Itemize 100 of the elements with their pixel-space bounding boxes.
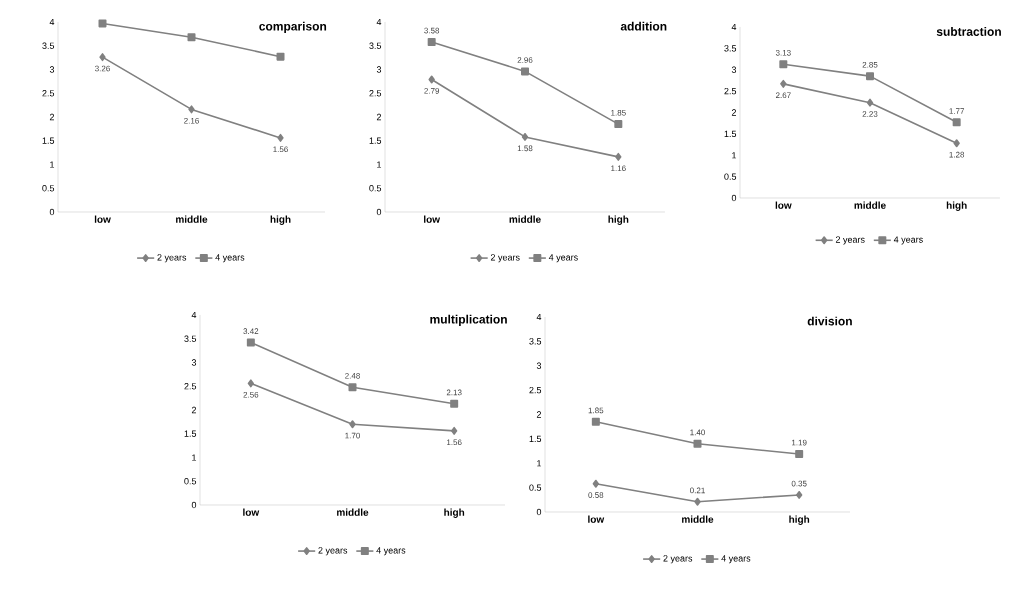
x-tick-label: high xyxy=(946,201,967,211)
y-tick-label: 2.5 xyxy=(529,386,542,394)
y-tick-label: 3.5 xyxy=(42,42,55,49)
data-label: 2.23 xyxy=(862,111,878,117)
legend-label: 4 years xyxy=(893,236,923,245)
point xyxy=(866,72,874,81)
y-tick-label: 0 xyxy=(191,501,197,509)
y-tick-label: 0.5 xyxy=(529,484,542,491)
legend-label: 4 years xyxy=(215,254,245,263)
x-tick-label: high xyxy=(789,515,810,525)
point xyxy=(795,490,803,499)
chart-title: addition xyxy=(620,21,667,31)
point xyxy=(615,152,622,161)
x-tick-label: middle xyxy=(337,508,369,516)
legend-label: 4 years xyxy=(376,547,406,556)
y-tick-label: 3 xyxy=(49,66,55,73)
point xyxy=(866,98,874,107)
point xyxy=(521,67,529,76)
y-tick-label: 0 xyxy=(49,208,55,216)
point xyxy=(591,417,600,426)
y-tick-label: 3 xyxy=(191,359,197,366)
point xyxy=(276,52,285,61)
y-tick-label: 1.5 xyxy=(529,435,542,443)
y-tick-label: 4 xyxy=(536,313,542,321)
data-label: 2.67 xyxy=(775,92,791,99)
data-label: 2.13 xyxy=(446,389,462,396)
point xyxy=(188,105,195,114)
y-tick-label: 4 xyxy=(191,311,197,319)
y-tick-label: 0 xyxy=(536,508,542,516)
y-tick-label: 2.5 xyxy=(724,87,737,95)
data-label: 1.77 xyxy=(949,108,965,114)
y-tick-label: 0.5 xyxy=(184,478,197,485)
data-label: 0.35 xyxy=(791,480,807,487)
point xyxy=(348,383,357,392)
y-tick-label: 2.5 xyxy=(369,90,382,97)
point xyxy=(953,139,960,148)
data-label: 2.56 xyxy=(243,391,259,398)
data-label: 2.79 xyxy=(424,88,440,94)
x-tick-label: high xyxy=(608,215,629,225)
data-label: 3.42 xyxy=(243,328,259,335)
data-label: 1.56 xyxy=(273,146,288,153)
point xyxy=(247,379,255,388)
y-tick-label: 4 xyxy=(376,18,382,26)
data-label: 2.96 xyxy=(517,57,533,63)
x-tick-label: middle xyxy=(854,201,886,209)
legend-label: 2 years xyxy=(663,555,693,564)
data-label: 3.58 xyxy=(424,27,440,34)
y-tick-label: 3.5 xyxy=(184,335,197,342)
y-tick-label: 1.5 xyxy=(42,137,55,144)
data-label: 2.85 xyxy=(862,61,878,68)
y-tick-label: 1.5 xyxy=(724,130,737,138)
y-tick-label: 4 xyxy=(49,18,55,26)
legend-label: 4 years xyxy=(721,555,751,564)
data-label: 1.85 xyxy=(611,109,626,116)
y-tick-label: 3 xyxy=(731,66,737,73)
point xyxy=(795,449,804,458)
y-tick-label: 2.5 xyxy=(42,90,55,97)
x-tick-label: high xyxy=(444,508,465,518)
y-tick-label: 3.5 xyxy=(529,338,542,345)
y-tick-label: 2 xyxy=(536,411,542,418)
point xyxy=(98,19,107,28)
y-tick-label: 2 xyxy=(191,406,197,414)
y-tick-label: 1 xyxy=(377,161,382,168)
point xyxy=(780,79,787,88)
legend-label: 4 years xyxy=(548,254,578,263)
y-tick-label: 0.5 xyxy=(42,185,55,192)
point xyxy=(779,60,788,69)
x-tick-label: low xyxy=(243,508,260,516)
point xyxy=(693,439,702,448)
y-tick-label: 3 xyxy=(536,362,542,369)
point xyxy=(592,479,600,488)
y-tick-label: 0.5 xyxy=(369,185,382,192)
y-tick-label: 2 xyxy=(49,113,55,121)
y-tick-label: 0 xyxy=(376,208,382,216)
y-tick-label: 2 xyxy=(376,113,382,121)
y-tick-label: 1 xyxy=(732,152,737,159)
chart-title: comparison xyxy=(259,21,327,33)
point xyxy=(427,37,436,46)
legend-label: 2 years xyxy=(835,236,865,245)
y-tick-label: 1 xyxy=(537,460,542,467)
x-tick-label: low xyxy=(588,515,605,523)
data-label: 1.28 xyxy=(949,151,965,158)
x-tick-label: low xyxy=(94,215,111,223)
y-tick-label: 2 xyxy=(731,109,737,116)
x-tick-label: middle xyxy=(682,515,714,523)
y-tick-label: 3.5 xyxy=(724,45,737,52)
legend-label: 2 years xyxy=(318,547,348,556)
point xyxy=(246,338,255,347)
data-label: 0.21 xyxy=(690,487,705,494)
data-label: 1.16 xyxy=(611,165,626,172)
x-tick-label: low xyxy=(424,215,441,223)
x-tick-label: high xyxy=(270,215,291,225)
point xyxy=(521,132,529,141)
y-tick-label: 4 xyxy=(731,23,737,31)
chart-title: subtraction xyxy=(936,27,1001,36)
data-label: 1.40 xyxy=(690,429,705,436)
data-label: 1.70 xyxy=(345,432,360,439)
data-label: 1.85 xyxy=(588,407,604,414)
legend-label: 2 years xyxy=(157,254,187,263)
chart-title: division xyxy=(807,316,852,326)
